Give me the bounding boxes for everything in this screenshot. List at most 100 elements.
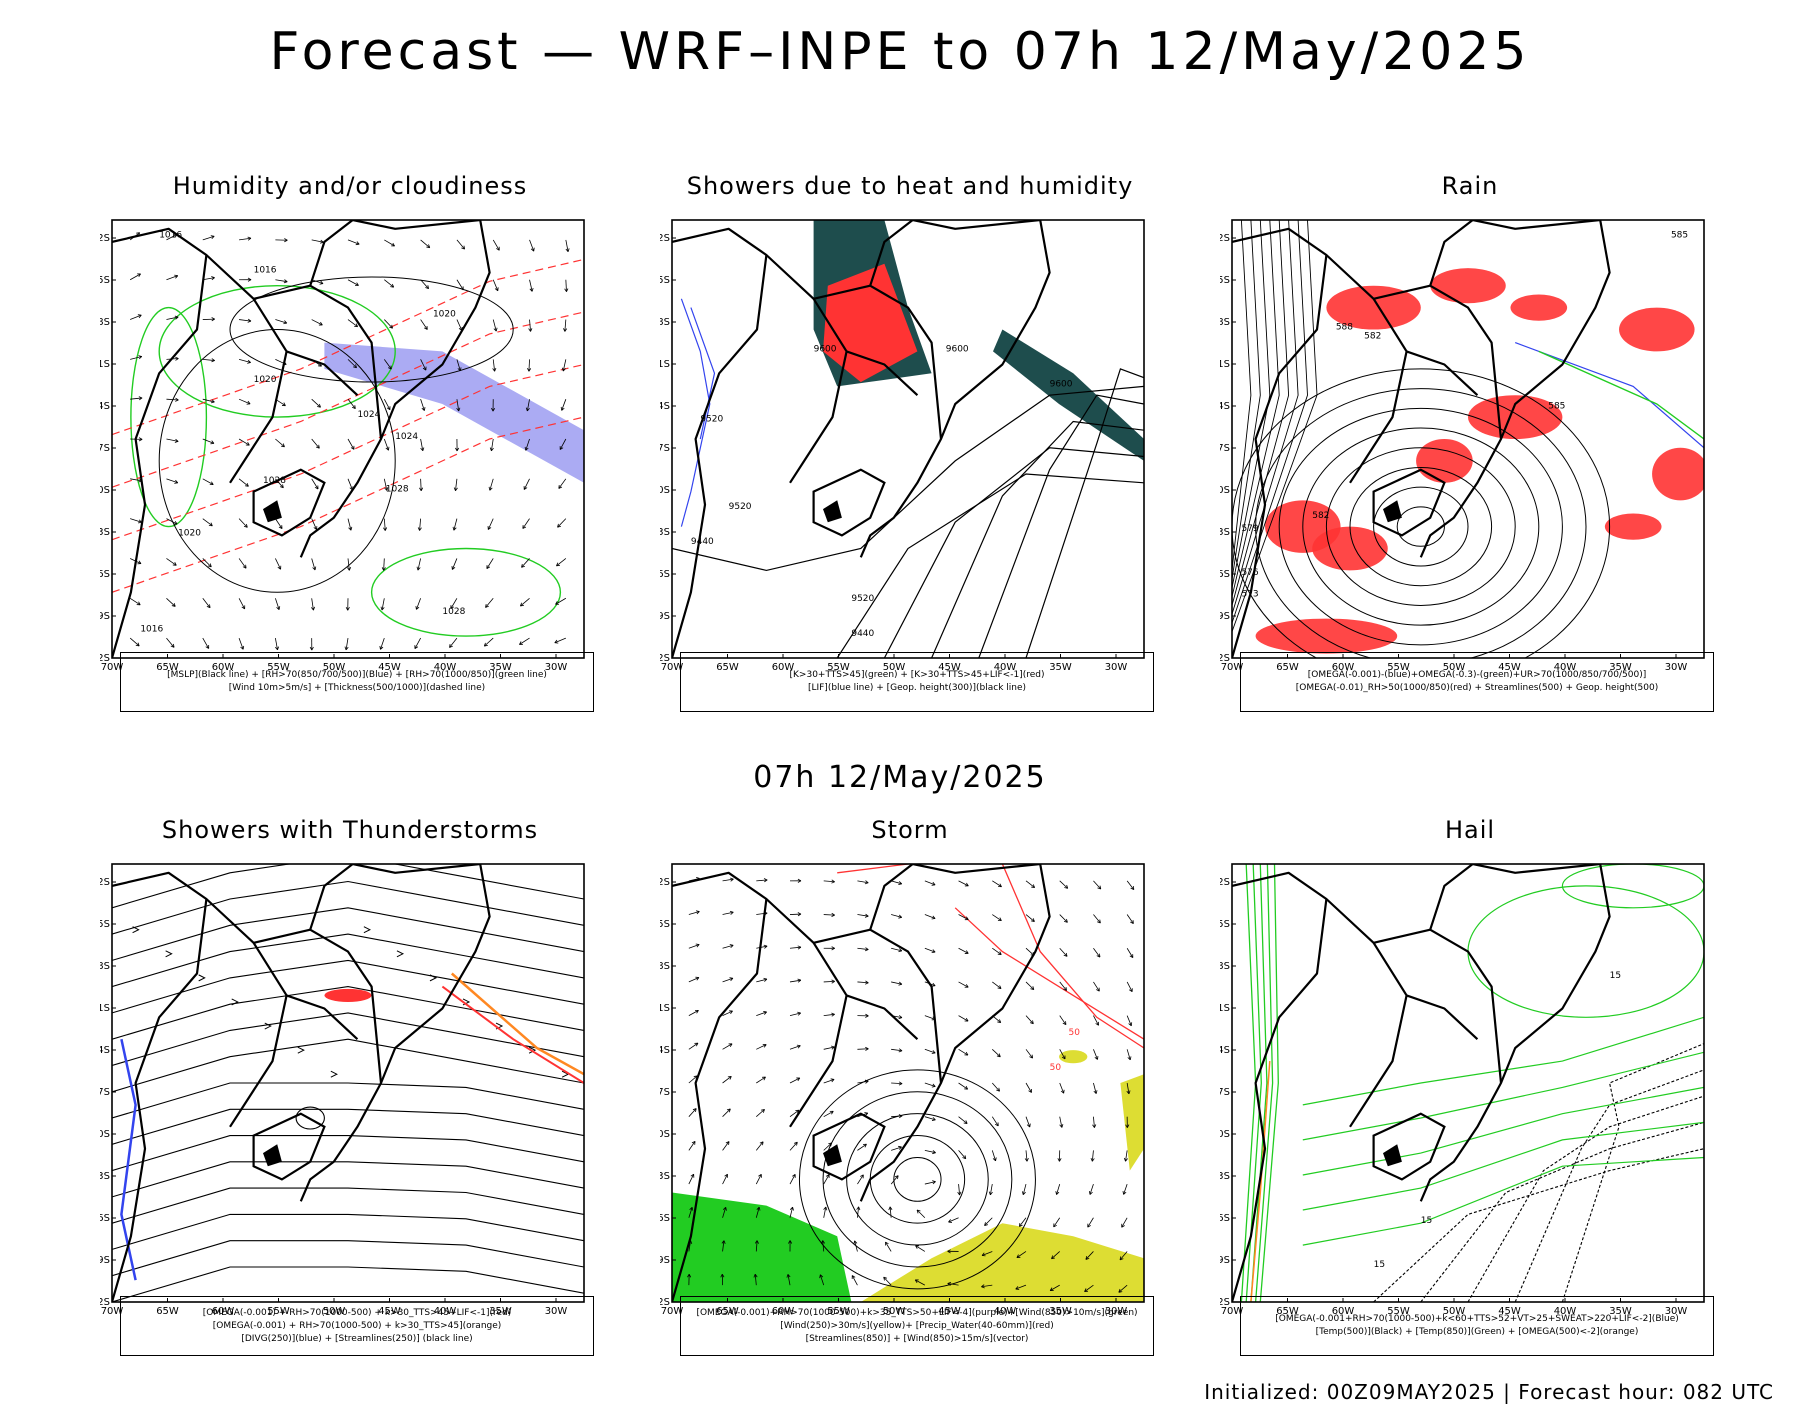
lat-tick-label: 39S — [660, 1255, 670, 1266]
contour-label: 1016 — [159, 231, 182, 241]
contour-label: 1020 — [254, 375, 277, 385]
lat-tick-label: 27S — [1220, 1087, 1230, 1098]
map-showers-heat: 9600960096009520952095209440944012S15S18… — [660, 210, 1160, 680]
contour-label: 588 — [1336, 323, 1353, 333]
map-storm: 505012S15S18S21S24S27S30S33S36S39S42S70W… — [660, 854, 1160, 1324]
lat-tick-label: 33S — [660, 527, 670, 538]
legend-line: [OMEGA(-0.001) + RH>70(1000-500) + k>30_… — [213, 1320, 502, 1333]
contour-label: 1028 — [263, 476, 286, 486]
lat-tick-label: 21S — [1220, 359, 1230, 370]
lat-tick-label: 18S — [100, 961, 110, 972]
contour-label: 576 — [1241, 568, 1258, 578]
lat-tick-label: 12S — [1220, 877, 1230, 888]
legend-line: [Wind(250)>30m/s](yellow)+ [Precip_Water… — [780, 1320, 1054, 1333]
panel-storm: Storm505012S15S18S21S24S27S30S33S36S39S4… — [660, 816, 1160, 1376]
lat-tick-label: 18S — [100, 317, 110, 328]
legend-line: [OMEGA(-0.01)_RH>50(1000/850)(red) + Str… — [1296, 682, 1658, 695]
lat-tick-label: 30S — [100, 485, 110, 496]
lat-tick-label: 15S — [660, 275, 670, 286]
lat-tick-label: 36S — [100, 1213, 110, 1224]
lat-tick-label: 36S — [1220, 1213, 1230, 1224]
lat-tick-label: 12S — [100, 233, 110, 244]
lat-tick-label: 15S — [1220, 275, 1230, 286]
contour-label: 582 — [1364, 331, 1381, 341]
legend-line: [Streamlines(850)] + [Wind(850)>15m/s](v… — [806, 1333, 1029, 1346]
panel-title: Rain — [1220, 172, 1720, 200]
contour-label: 1020 — [433, 309, 456, 319]
lat-tick-label: 24S — [100, 401, 110, 412]
lat-tick-label: 27S — [1220, 443, 1230, 454]
panel-title: Hail — [1220, 816, 1720, 844]
panel-hail: Hail15151512S15S18S21S24S27S30S33S36S39S… — [1220, 816, 1720, 1376]
lat-tick-label: 12S — [100, 877, 110, 888]
lat-tick-label: 27S — [660, 443, 670, 454]
lat-tick-label: 30S — [1220, 1129, 1230, 1140]
contour-label: 9520 — [851, 594, 874, 604]
lat-tick-label: 36S — [100, 569, 110, 580]
legend-line: [LIF](blue line) + [Geop. height(300)](b… — [808, 682, 1026, 695]
lat-tick-label: 33S — [100, 1171, 110, 1182]
contour-label: 9600 — [814, 344, 837, 354]
lat-tick-label: 39S — [100, 611, 110, 622]
legend-line: [DIVG(250)](blue) + [Streamlines(250)] (… — [241, 1333, 472, 1346]
initialization-footer: Initialized: 00Z09MAY2025 | Forecast hou… — [1204, 1380, 1774, 1404]
lat-tick-label: 15S — [100, 919, 110, 930]
lat-tick-label: 36S — [660, 569, 670, 580]
map-frame — [672, 220, 1144, 658]
legend-line: [OMEGA(-0.001) + RH>70(1000-500) + k>30_… — [203, 1307, 512, 1320]
lat-tick-label: 36S — [1220, 569, 1230, 580]
lat-tick-label: 24S — [1220, 1045, 1230, 1056]
contour-label: 585 — [1548, 401, 1565, 411]
lat-tick-label: 18S — [1220, 961, 1230, 972]
contour-label: 1024 — [395, 432, 418, 442]
panel-legend: [OMEGA(-0.001)-(blue)+OMEGA(-0.3)-(green… — [1240, 652, 1714, 712]
legend-line: [OMEGA(-0.001+RH>70(1000-500)+k<60+TTS>5… — [1275, 1313, 1679, 1326]
lat-tick-label: 21S — [660, 359, 670, 370]
legend-line: [Wind 10m>5m/s] + [Thickness(500/1000)](… — [229, 682, 485, 695]
panel-legend: [OMEGA(-0.001+RH>70(1000-500)+k<60+TTS>5… — [1240, 1296, 1714, 1356]
contour-label: 15 — [1374, 1260, 1385, 1270]
panel-title: Humidity and/or cloudiness — [100, 172, 600, 200]
lat-tick-label: 15S — [1220, 919, 1230, 930]
contour-label: 9440 — [851, 629, 874, 639]
lat-tick-label: 39S — [1220, 611, 1230, 622]
page-title: Forecast — WRF–INPE to 07h 12/May/2025 — [0, 22, 1800, 82]
contour-label: 15 — [1610, 971, 1621, 981]
lat-tick-label: 18S — [1220, 317, 1230, 328]
lat-tick-label: 27S — [660, 1087, 670, 1098]
lat-tick-label: 30S — [660, 1129, 670, 1140]
contour-label: 1028 — [442, 607, 465, 617]
legend-line: [Temp(500)](Black) + [Temp(850)](Green) … — [1316, 1326, 1639, 1339]
contour-label: 579 — [1241, 524, 1258, 534]
lat-tick-label: 33S — [1220, 527, 1230, 538]
panel-legend: [MSLP](Black line) + [RH>70(850/700/500)… — [120, 652, 594, 712]
contour-label: 1028 — [386, 485, 409, 495]
lat-tick-label: 15S — [100, 275, 110, 286]
contour-label: 9440 — [691, 537, 714, 547]
lat-tick-label: 21S — [100, 1003, 110, 1014]
lat-tick-label: 12S — [660, 877, 670, 888]
panel-legend: [K>30+TTS>45](green) + [K>30+TTS>45+LIF<… — [680, 652, 1154, 712]
lat-tick-label: 21S — [660, 1003, 670, 1014]
lat-tick-label: 24S — [660, 401, 670, 412]
map-rain: 58558858258558257957657312S15S18S21S24S2… — [1220, 210, 1720, 680]
lat-tick-label: 18S — [660, 317, 670, 328]
panel-rain: Rain58558858258558257957657312S15S18S21S… — [1220, 172, 1720, 732]
contour-label: 1020 — [178, 528, 201, 538]
valid-time-label: 07h 12/May/2025 — [0, 760, 1800, 795]
lat-tick-label: 30S — [660, 485, 670, 496]
lat-tick-label: 24S — [100, 1045, 110, 1056]
lat-tick-label: 15S — [660, 919, 670, 930]
lat-tick-label: 39S — [660, 611, 670, 622]
contour-label: 15 — [1421, 1216, 1432, 1226]
lat-tick-label: 30S — [100, 1129, 110, 1140]
contour-label: 1024 — [357, 410, 380, 420]
legend-line: [MSLP](Black line) + [RH>70(850/700/500)… — [167, 669, 547, 682]
contour-label: 50 — [1050, 1063, 1062, 1073]
panel-legend: [OMEGA(-0.001) + RH>70(1000-500) + k>30_… — [120, 1296, 594, 1356]
lat-tick-label: 27S — [100, 1087, 110, 1098]
panel-legend: [OMEGA(-0.001)+RH>70(1000-500)+k>35_TTS>… — [680, 1296, 1154, 1356]
map-hail: 15151512S15S18S21S24S27S30S33S36S39S42S7… — [1220, 854, 1720, 1324]
